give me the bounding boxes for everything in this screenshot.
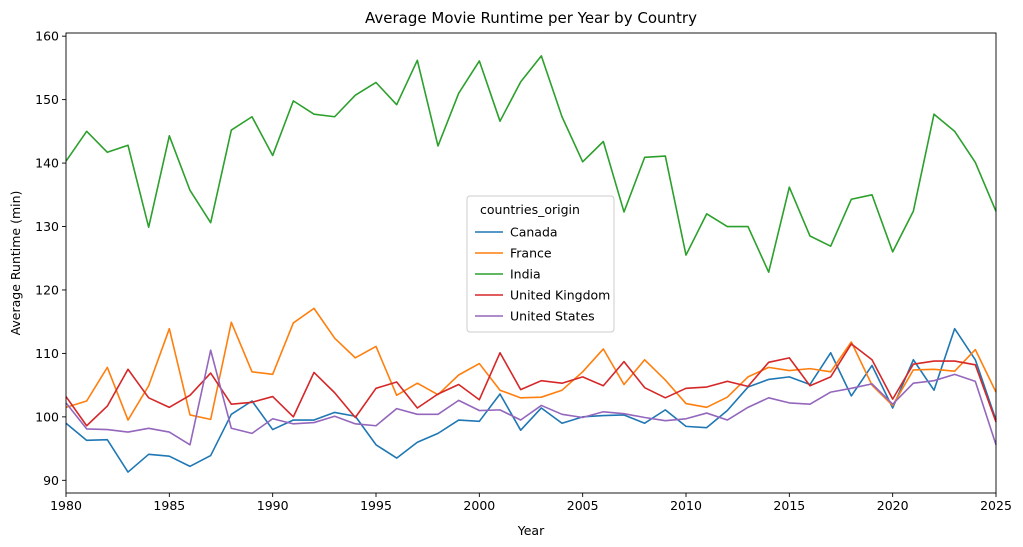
series-line-france bbox=[65, 307, 997, 421]
legend-title: countries_origin bbox=[480, 202, 580, 217]
y-tick-label: 90 bbox=[43, 473, 59, 488]
x-axis-label: Year bbox=[517, 523, 545, 538]
legend-label-india: India bbox=[510, 267, 541, 282]
y-tick-label: 100 bbox=[35, 409, 59, 424]
legend-box bbox=[466, 195, 615, 333]
y-tick-label: 110 bbox=[35, 346, 59, 361]
x-tick-label: 2020 bbox=[877, 498, 909, 513]
y-tick-label: 140 bbox=[35, 156, 59, 171]
y-tick-label: 130 bbox=[35, 219, 59, 234]
legend-label-united-states: United States bbox=[510, 309, 595, 324]
legend-items: Canada France India United Kingdom United St… bbox=[475, 225, 610, 324]
x-tick-label: 2015 bbox=[773, 498, 805, 513]
y-axis-ticks: 90 100 110 120 130 140 150 160 bbox=[35, 29, 66, 488]
x-tick-label: 1980 bbox=[50, 498, 82, 513]
y-tick-label: 160 bbox=[35, 29, 59, 44]
x-tick-label: 1995 bbox=[360, 498, 392, 513]
x-tick-label: 2005 bbox=[567, 498, 599, 513]
x-tick-label: 2025 bbox=[980, 498, 1012, 513]
series-line-canada bbox=[65, 327, 997, 473]
legend-label-canada: Canada bbox=[510, 225, 558, 240]
plot-frame bbox=[65, 32, 997, 494]
x-tick-label: 2000 bbox=[463, 498, 495, 513]
x-tick-label: 2010 bbox=[670, 498, 702, 513]
series-line-united-states bbox=[65, 349, 997, 446]
y-tick-label: 150 bbox=[35, 92, 59, 107]
y-tick-label: 120 bbox=[35, 282, 59, 297]
legend: countries_origin Canada France India United… bbox=[466, 195, 615, 333]
x-axis-ticks: 1980 1985 1990 1995 2000 2005 2010 2015 2020 2025 bbox=[50, 493, 1012, 513]
series-line-india bbox=[65, 55, 997, 274]
y-axis-label: Average Runtime (min) bbox=[8, 191, 23, 336]
series-layer bbox=[65, 55, 997, 473]
legend-label-united-kingdom: United Kingdom bbox=[510, 288, 610, 303]
legend-label-france: France bbox=[510, 246, 552, 261]
x-tick-label: 1990 bbox=[257, 498, 289, 513]
x-tick-label: 1985 bbox=[153, 498, 185, 513]
chart-title: Average Movie Runtime per Year by Countr… bbox=[365, 9, 697, 27]
